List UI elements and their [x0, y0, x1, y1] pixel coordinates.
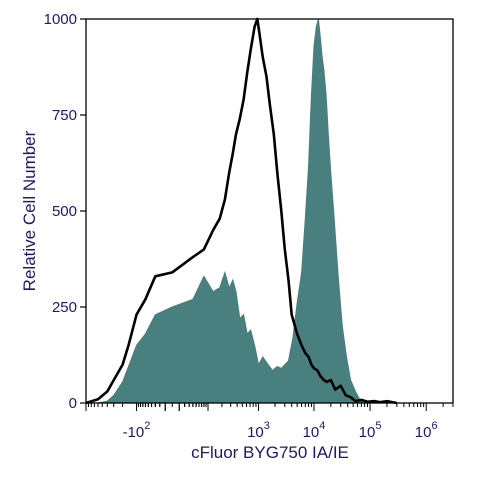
y-tick-label: 1000 — [44, 11, 77, 28]
y-axis-label-group: Relative Cell Number — [20, 130, 39, 291]
y-tick-label: 250 — [52, 299, 77, 316]
plot-area: 0 250 500 750 1000 -102 103 104 105 106 — [44, 11, 454, 441]
filled-histogram-series — [86, 18, 367, 404]
x-tick-label: 106 — [415, 420, 438, 441]
y-tick-label: 0 — [69, 395, 77, 412]
x-tick-label: -102 — [123, 420, 151, 441]
y-axis-label: Relative Cell Number — [20, 130, 39, 291]
plot-frame — [85, 18, 454, 404]
y-tick-label: 750 — [52, 107, 77, 124]
x-tick-label: 105 — [359, 420, 382, 441]
x-tick-label: 103 — [247, 420, 270, 441]
y-tick-label: 500 — [52, 203, 77, 220]
x-tick-label: 104 — [303, 420, 326, 441]
line-histogram-series — [85, 17, 398, 405]
x-axis-label: cFluor BYG750 IA/IE — [191, 443, 349, 462]
